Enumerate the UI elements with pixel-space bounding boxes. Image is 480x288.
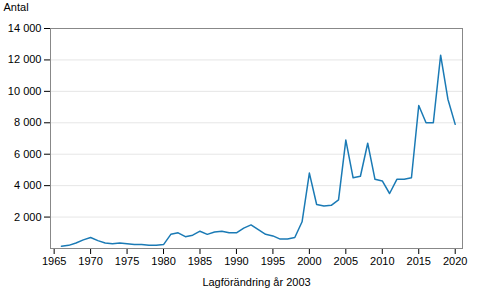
svg-text:1975: 1975	[115, 255, 139, 267]
svg-text:Antal: Antal	[4, 1, 29, 13]
svg-text:12 000: 12 000	[8, 53, 42, 65]
svg-text:2000: 2000	[297, 255, 321, 267]
svg-text:10 000: 10 000	[8, 85, 42, 97]
svg-text:14 000: 14 000	[8, 22, 42, 34]
svg-text:1985: 1985	[188, 255, 212, 267]
svg-text:2 000: 2 000	[14, 211, 42, 223]
svg-text:Lagförändring år 2003: Lagförändring år 2003	[202, 276, 310, 288]
svg-text:1990: 1990	[224, 255, 248, 267]
svg-text:8 000: 8 000	[14, 116, 42, 128]
svg-text:1995: 1995	[261, 255, 285, 267]
svg-text:1970: 1970	[78, 255, 102, 267]
svg-text:6 000: 6 000	[14, 148, 42, 160]
svg-text:2020: 2020	[443, 255, 467, 267]
svg-text:2005: 2005	[334, 255, 358, 267]
svg-text:2015: 2015	[407, 255, 431, 267]
svg-text:4 000: 4 000	[14, 179, 42, 191]
svg-text:1965: 1965	[42, 255, 66, 267]
svg-text:2010: 2010	[370, 255, 394, 267]
svg-text:1980: 1980	[151, 255, 175, 267]
